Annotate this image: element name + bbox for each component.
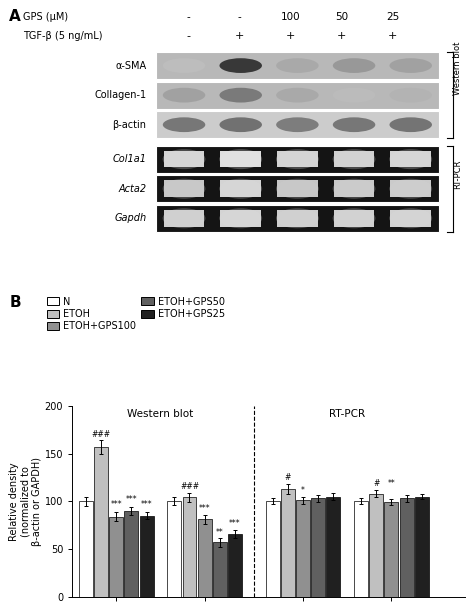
Text: Col1a1: Col1a1 xyxy=(112,154,146,164)
Ellipse shape xyxy=(276,179,319,199)
Text: 100: 100 xyxy=(281,12,300,22)
Bar xyxy=(155,145,439,173)
Text: β-actin: β-actin xyxy=(112,120,146,130)
Bar xyxy=(164,210,204,227)
Bar xyxy=(390,210,431,227)
Text: Collagen-1: Collagen-1 xyxy=(94,90,146,100)
Ellipse shape xyxy=(276,149,319,169)
Ellipse shape xyxy=(390,118,432,132)
Text: TGF-β (5 ng/mL): TGF-β (5 ng/mL) xyxy=(23,31,103,41)
Ellipse shape xyxy=(333,118,375,132)
Ellipse shape xyxy=(333,208,375,228)
Bar xyxy=(155,82,439,108)
Bar xyxy=(277,210,318,227)
Text: RT-PCR: RT-PCR xyxy=(453,159,462,188)
Ellipse shape xyxy=(219,208,262,228)
Bar xyxy=(220,181,261,197)
Ellipse shape xyxy=(276,58,319,73)
Bar xyxy=(220,210,261,227)
Bar xyxy=(390,181,431,197)
Text: 50: 50 xyxy=(335,12,348,22)
Ellipse shape xyxy=(163,58,205,73)
Ellipse shape xyxy=(163,88,205,102)
Ellipse shape xyxy=(276,208,319,228)
Bar xyxy=(164,151,204,167)
Bar xyxy=(334,151,374,167)
Bar xyxy=(164,181,204,197)
Ellipse shape xyxy=(389,208,432,228)
Ellipse shape xyxy=(276,208,319,228)
Ellipse shape xyxy=(333,149,375,169)
Text: +: + xyxy=(388,31,397,41)
Bar xyxy=(334,210,374,227)
Legend: N, ETOH, ETOH+GPS100, ETOH+GPS50, ETOH+GPS25: N, ETOH, ETOH+GPS100, ETOH+GPS50, ETOH+G… xyxy=(47,296,225,331)
Bar xyxy=(155,52,439,79)
Text: α-SMA: α-SMA xyxy=(115,61,146,70)
Ellipse shape xyxy=(163,118,205,132)
Ellipse shape xyxy=(276,118,319,132)
Bar xyxy=(155,205,439,231)
Text: Acta2: Acta2 xyxy=(118,184,146,194)
Text: +: + xyxy=(286,31,295,41)
Ellipse shape xyxy=(390,58,432,73)
Ellipse shape xyxy=(333,179,375,199)
Text: -: - xyxy=(186,31,190,41)
Ellipse shape xyxy=(163,208,205,228)
Bar xyxy=(390,151,431,167)
Ellipse shape xyxy=(389,149,432,169)
Ellipse shape xyxy=(389,149,432,169)
Ellipse shape xyxy=(219,58,262,73)
Text: Western blot: Western blot xyxy=(453,42,462,95)
Ellipse shape xyxy=(333,88,375,102)
Text: -: - xyxy=(186,12,190,22)
Ellipse shape xyxy=(389,179,432,199)
Ellipse shape xyxy=(219,118,262,132)
Ellipse shape xyxy=(163,149,205,169)
Bar xyxy=(277,181,318,197)
Text: Gapdh: Gapdh xyxy=(114,213,146,223)
Ellipse shape xyxy=(276,149,319,169)
Ellipse shape xyxy=(219,208,262,228)
Ellipse shape xyxy=(219,149,262,169)
Ellipse shape xyxy=(219,179,262,199)
Text: B: B xyxy=(9,295,21,310)
Text: +: + xyxy=(235,31,244,41)
Bar xyxy=(220,151,261,167)
Ellipse shape xyxy=(163,208,205,228)
Ellipse shape xyxy=(333,149,375,169)
Ellipse shape xyxy=(390,88,432,102)
Ellipse shape xyxy=(276,179,319,199)
Ellipse shape xyxy=(333,208,375,228)
Ellipse shape xyxy=(333,58,375,73)
Text: +: + xyxy=(337,31,346,41)
Text: GPS (μM): GPS (μM) xyxy=(23,12,68,22)
Ellipse shape xyxy=(163,149,205,169)
Ellipse shape xyxy=(219,149,262,169)
Ellipse shape xyxy=(219,88,262,102)
Text: 25: 25 xyxy=(386,12,399,22)
Ellipse shape xyxy=(219,179,262,199)
Ellipse shape xyxy=(163,179,205,199)
Ellipse shape xyxy=(333,179,375,199)
Bar xyxy=(334,181,374,197)
Bar xyxy=(277,151,318,167)
Ellipse shape xyxy=(389,208,432,228)
Ellipse shape xyxy=(163,179,205,199)
Ellipse shape xyxy=(389,179,432,199)
Bar xyxy=(155,112,439,138)
Text: -: - xyxy=(237,12,241,22)
Text: A: A xyxy=(9,8,21,24)
Bar xyxy=(155,175,439,202)
Ellipse shape xyxy=(276,88,319,102)
